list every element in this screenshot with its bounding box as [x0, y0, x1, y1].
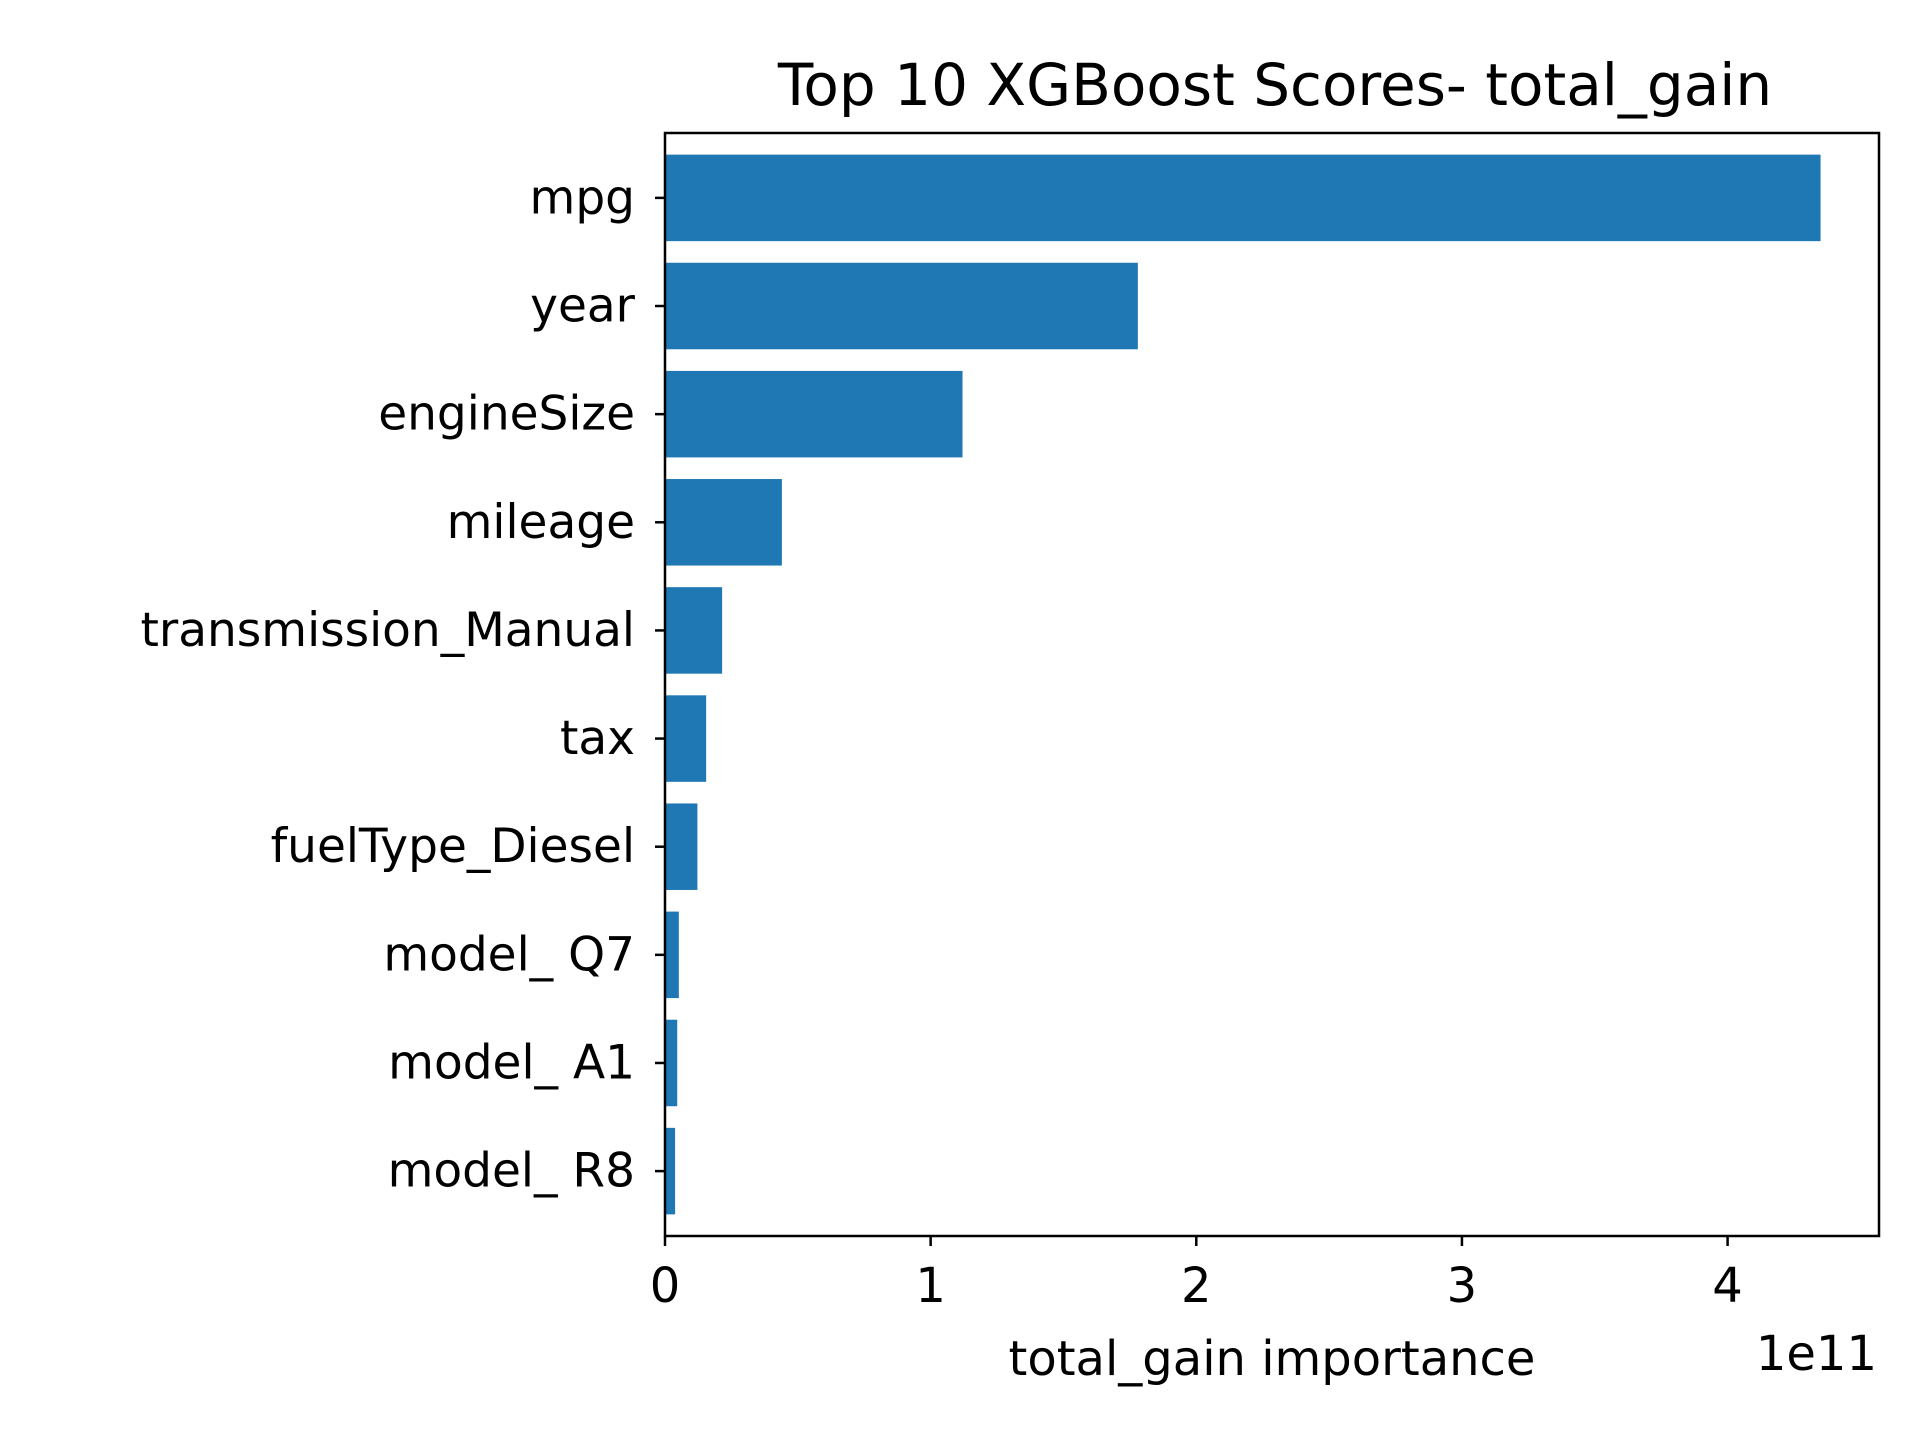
bar-4: [665, 587, 723, 674]
x-tick-label-0: 0: [650, 1258, 681, 1314]
bar-1: [665, 262, 1138, 350]
bar-2: [665, 370, 963, 458]
y-tick-label-2: engineSize: [378, 387, 635, 442]
y-tick-label-4: transmission_Manual: [140, 603, 635, 658]
y-tick-label-6: fuelType_Diesel: [271, 819, 635, 874]
y-tick-label-7: model_ Q7: [383, 927, 635, 982]
y-axis: mpg year engineSize mileage transmission_Man…: [140, 170, 665, 1199]
y-tick-label-5: tax: [560, 711, 635, 766]
bar-6: [665, 803, 698, 890]
bar-0: [665, 154, 1821, 242]
x-tick-label-4: 4: [1712, 1258, 1743, 1314]
y-tick-label-0: mpg: [530, 170, 635, 225]
y-tick-label-9: model_ R8: [388, 1144, 635, 1199]
bar-9: [665, 1127, 676, 1215]
y-tick-label-1: year: [530, 279, 636, 334]
x-tick-label-3: 3: [1447, 1258, 1478, 1314]
x-axis: 0 1 2 3 4: [650, 1236, 1743, 1314]
chart-title: Top 10 XGBoost Scores- total_gain: [777, 51, 1772, 119]
x-tick-label-1: 1: [915, 1258, 946, 1314]
bar-8: [665, 1019, 678, 1107]
bar-5: [665, 695, 707, 782]
y-tick-label-8: model_ A1: [388, 1035, 635, 1090]
plot-area-frame: [663, 131, 1881, 1238]
x-axis-label: total_gain importance: [1009, 1331, 1536, 1387]
x-tick-label-2: 2: [1181, 1258, 1212, 1314]
x-axis-offset-label: 1e11: [1756, 1326, 1877, 1382]
y-tick-label-3: mileage: [447, 495, 635, 550]
bar-7: [665, 911, 679, 999]
bar-3: [665, 479, 782, 566]
bars-group: [665, 154, 1821, 1215]
